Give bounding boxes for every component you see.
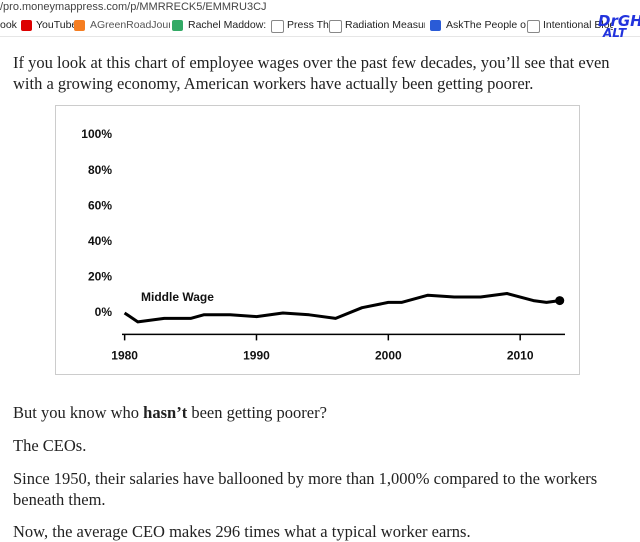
x-tick-label: 2010 xyxy=(507,349,534,363)
x-tick-label: 2000 xyxy=(375,349,402,363)
paragraph: Now, the average CEO makes 296 times wha… xyxy=(13,522,471,541)
bookmarks-bar: ook YouTube AGreenRoadJournal - Rachel M… xyxy=(0,16,640,37)
icon xyxy=(430,20,441,31)
y-tick-label: 80% xyxy=(88,163,112,177)
bold-text: hasn’t xyxy=(143,403,188,422)
icon xyxy=(329,20,342,33)
bookmark[interactable]: Rachel Maddow: Wa xyxy=(188,19,266,31)
x-tick-label: 1990 xyxy=(243,349,270,363)
bookmark[interactable]: YouTube xyxy=(36,19,78,31)
bookmark[interactable]: ook xyxy=(0,19,17,31)
bookmark[interactable]: Radiation Measurem xyxy=(345,19,425,31)
y-tick-label: 100% xyxy=(81,127,112,141)
icon xyxy=(527,20,540,33)
icon xyxy=(271,20,284,33)
text: been getting poorer? xyxy=(191,403,327,422)
icon xyxy=(74,20,85,31)
bookmark[interactable]: Press This xyxy=(287,19,329,31)
paragraph: Since 1950, their salaries have balloone… xyxy=(13,469,598,509)
text: But you know who xyxy=(13,403,140,422)
chart-frame: Middle Wage 0% 20% 40% 60% 80% 100% 1980 1990 20… xyxy=(55,105,580,375)
y-tick-label: 40% xyxy=(88,234,112,248)
logo: ALT xyxy=(603,26,627,40)
y-tick-label: 60% xyxy=(88,198,112,212)
chart: Middle Wage 0% 20% 40% 60% 80% 100% 1980 1990 20… xyxy=(81,127,565,363)
x-tick-label: 1980 xyxy=(111,349,138,363)
paragraph: The CEOs. xyxy=(13,436,87,455)
paragraph: But you know who hasn’t been getting poo… xyxy=(13,402,327,423)
url[interactable]: /pro.moneymappress.com/p/MMRRECK5/EMMRU3… xyxy=(0,1,267,13)
y-tick-label: 0% xyxy=(95,305,113,319)
bookmark[interactable]: AskThe People on US xyxy=(446,19,526,31)
y-tick-label: 20% xyxy=(88,270,112,284)
icon xyxy=(172,20,183,31)
line xyxy=(123,292,560,324)
paragraph: If you look at this chart of employee wa… xyxy=(13,53,610,93)
end-marker xyxy=(555,296,565,306)
bookmark[interactable]: AGreenRoadJournal - xyxy=(90,19,170,31)
icon xyxy=(21,20,32,31)
bookmark[interactable]: Intentional Blog xyxy=(543,19,613,31)
logo: DrGH. xyxy=(598,12,640,30)
annotation: Middle Wage xyxy=(141,290,214,304)
